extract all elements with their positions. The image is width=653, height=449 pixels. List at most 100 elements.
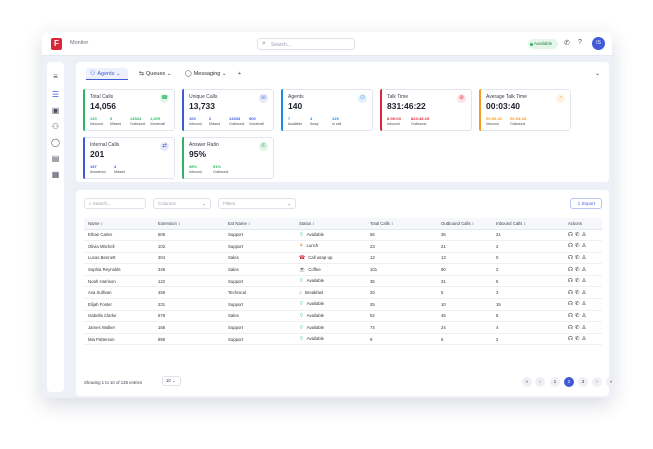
table-row[interactable]: Olivia Mitchell 102 Support ⚘ Lunch 23 21 2 ☊✆♙ <box>84 240 602 253</box>
call-icon[interactable]: ✆ <box>574 254 582 261</box>
cell-total-calls: 20 <box>366 286 437 300</box>
card-title: Agents <box>288 94 304 100</box>
cell-total-calls: 35 <box>366 275 437 288</box>
add-tab-button[interactable]: + <box>238 71 242 77</box>
cell-status: ☎ Call wrap-up <box>295 252 366 265</box>
cell-ext-name: Sales <box>224 252 295 265</box>
col-header-extension[interactable]: Extension ↕ <box>154 218 224 230</box>
tab-agents[interactable]: ⚇ Agents ⌄ <box>86 68 128 80</box>
collapse-icon[interactable]: ⌄ <box>595 71 601 77</box>
table-row[interactable]: Noah Harrison 122 Support ⌔ Available 35 31 5 ☊✆… <box>84 275 602 288</box>
listen-icon[interactable]: ☊ <box>568 278 575 285</box>
agent-icon[interactable]: ♙ <box>581 289 589 296</box>
agent-icon[interactable]: ♙ <box>581 231 589 238</box>
table-row[interactable]: Sophia Reynolds 345 Sales ☕ Coffee 101 90 2 ☊✆♙ <box>84 263 602 276</box>
call-icon[interactable]: ✆ <box>574 243 582 250</box>
pagination-button[interactable]: 3 <box>578 377 588 387</box>
table-search-input[interactable]: ⌕ Search... <box>84 198 146 209</box>
listen-icon[interactable]: ☊ <box>568 312 575 319</box>
cell-name: Isabella Clarke <box>84 310 154 323</box>
call-icon[interactable]: ✆ <box>574 266 582 273</box>
table-row[interactable]: Lucas Bennett 304 Sales ☎ Call wrap-up 13 13 0 ☊… <box>84 252 602 265</box>
phone-icon: ☎ <box>299 254 306 261</box>
status-badge[interactable]: Available <box>528 39 558 49</box>
table-row[interactable]: Ethan Carter 505 Support ⌔ Available 56 35 21 ☊✆… <box>84 229 602 242</box>
table-row[interactable]: Elijah Foster 231 Support ⌔ Available 25 10 15 ☊… <box>84 298 602 311</box>
filters-select[interactable]: Filters ⌄ <box>218 198 296 209</box>
cell-inbound-calls: 5 <box>492 275 564 288</box>
col-header-ext-name[interactable]: Ext Name ↕ <box>224 218 295 230</box>
cell-actions: ☊✆♙ <box>564 298 602 311</box>
listen-icon[interactable]: ☊ <box>568 289 575 296</box>
card-sub-stat: 823:46:19 Outbound <box>411 116 430 126</box>
card-accent <box>281 89 283 131</box>
pagination-button[interactable]: › <box>592 377 602 387</box>
col-header-outbound-calls[interactable]: Outbound Calls ↕ <box>437 218 492 230</box>
pagination-button[interactable]: » <box>606 377 612 387</box>
table-row[interactable]: Mia Patterson 890 Support ⌔ Available 9 6 2 ☊✆♙ <box>84 333 602 346</box>
list-icon[interactable]: ☰ <box>51 90 60 99</box>
tab-queues[interactable]: ⇆ Queues ⌄ <box>139 71 172 77</box>
listen-icon[interactable]: ☊ <box>568 254 575 261</box>
pagination-button[interactable]: ‹ <box>535 377 545 387</box>
call-icon[interactable]: ✆ <box>574 312 582 319</box>
agent-icon[interactable]: ♙ <box>581 324 589 331</box>
pagination-button[interactable]: 1 <box>550 377 560 387</box>
cell-actions: ☊✆♙ <box>564 275 602 288</box>
card-sub-stat: 00:03:18 Outbound <box>510 116 527 126</box>
report-icon[interactable]: ▤ <box>51 154 60 163</box>
global-search-input[interactable]: ⌕ Search... <box>257 38 355 50</box>
sidebar: ≡ ☰ ▣ ⚇ ◯ ▤ ▦ <box>47 62 64 392</box>
call-icon[interactable]: ✆ <box>574 324 582 331</box>
pagination-button[interactable]: 2 <box>564 377 574 387</box>
table-icon[interactable]: ▦ <box>51 170 60 179</box>
card-icon: ◔ <box>556 94 565 103</box>
columns-select[interactable]: Columns ⌄ <box>153 198 211 209</box>
tab-messaging[interactable]: ◯ Messaging ⌄ <box>185 71 227 77</box>
listen-icon[interactable]: ☊ <box>568 243 575 250</box>
agent-icon[interactable]: ♙ <box>581 266 589 273</box>
agent-icon[interactable]: ♙ <box>581 254 589 261</box>
calendar-icon[interactable]: ▣ <box>51 106 60 115</box>
entries-summary: Showing 1 to 10 of 135 entries <box>84 380 143 385</box>
agent-icon[interactable]: ♙ <box>581 243 589 250</box>
call-icon[interactable]: ✆ <box>574 231 582 238</box>
listen-icon[interactable]: ☊ <box>568 266 575 273</box>
col-header-total-calls[interactable]: Total Calls ↕ <box>366 218 437 230</box>
avatar[interactable]: IS <box>592 37 605 50</box>
listen-icon[interactable]: ☊ <box>568 231 575 238</box>
pagination-button[interactable]: « <box>522 377 532 387</box>
cell-name: Sophia Reynolds <box>84 263 154 276</box>
phone-icon[interactable]: ✆ <box>564 40 570 47</box>
listen-icon[interactable]: ☊ <box>568 324 575 331</box>
chat-icon[interactable]: ◯ <box>51 138 60 147</box>
call-icon[interactable]: ✆ <box>574 289 582 296</box>
call-icon[interactable]: ✆ <box>574 336 582 343</box>
help-icon[interactable]: ? <box>578 39 582 46</box>
card-value: 201 <box>90 149 105 159</box>
cell-actions: ☊✆♙ <box>564 263 602 276</box>
call-icon[interactable]: ✆ <box>574 301 582 308</box>
table-row[interactable]: James Walker 156 Support ⌔ Available 74 24 4 ☊✆♙ <box>84 321 602 334</box>
table-row[interactable]: Isabella Clarke 678 Sales ⌔ Available 52 45 8 ☊✆… <box>84 310 602 323</box>
col-header-name[interactable]: Name ↕ <box>84 218 154 230</box>
table-row[interactable]: Ava Sullivan 456 Technical ⌂ Breakfast 20 5 3 ☊✆… <box>84 286 602 300</box>
agent-icon[interactable]: ♙ <box>581 301 589 308</box>
export-button[interactable]: ⇩ Export <box>570 198 602 209</box>
page-size-select[interactable]: 10 ⌄ <box>162 376 181 386</box>
search-placeholder: Search... <box>92 201 111 206</box>
users-icon[interactable]: ⚇ <box>51 122 60 131</box>
col-header-status[interactable]: Status ↕ <box>295 218 366 230</box>
listen-icon[interactable]: ☊ <box>568 336 575 343</box>
listen-icon[interactable]: ☊ <box>568 301 575 308</box>
agent-icon[interactable]: ♙ <box>581 312 589 319</box>
menu-icon[interactable]: ≡ <box>53 72 58 81</box>
agents-table: Name ↕ Extension ↕ Ext Name ↕ Status ↕ T… <box>84 218 602 346</box>
col-header-inbound-calls[interactable]: Inbound Calls ↕ <box>492 218 564 230</box>
cell-extension: 345 <box>154 263 224 276</box>
agent-icon[interactable]: ♙ <box>581 278 589 285</box>
queue-icon: ⇆ <box>139 71 145 77</box>
cell-extension: 304 <box>154 252 224 265</box>
agent-icon[interactable]: ♙ <box>581 336 589 343</box>
call-icon[interactable]: ✆ <box>574 278 582 285</box>
